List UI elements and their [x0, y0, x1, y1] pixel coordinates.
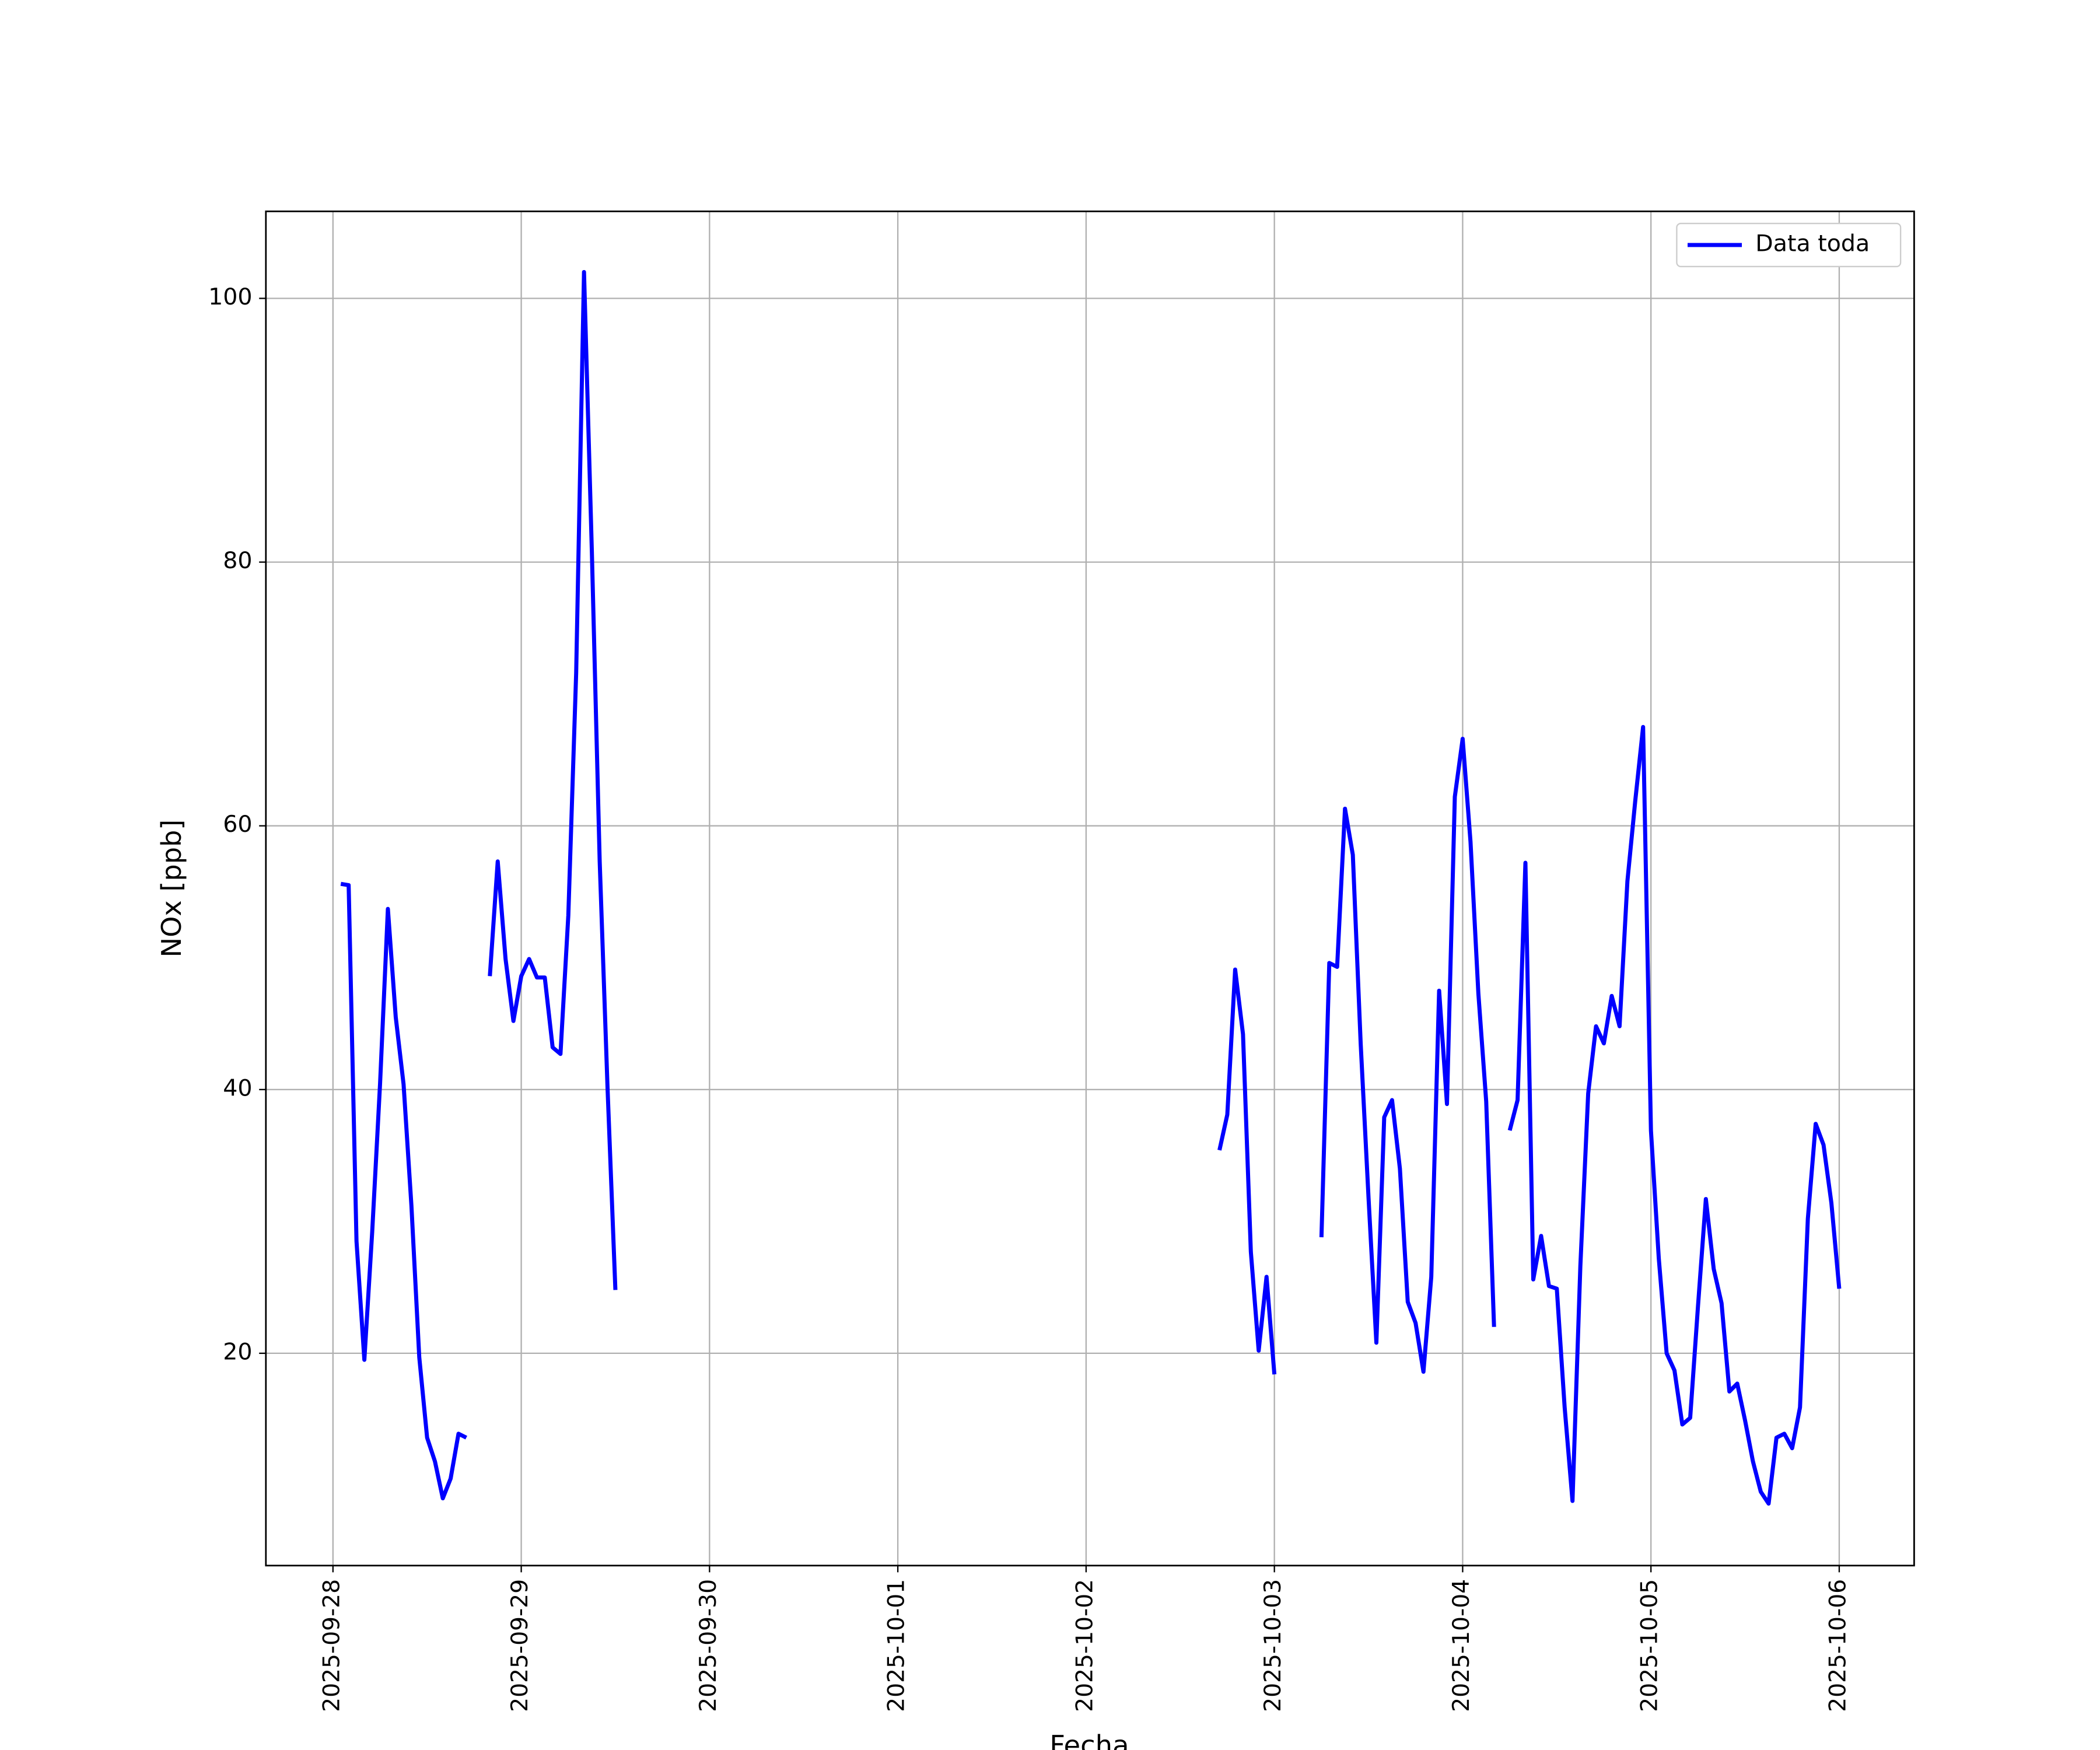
- legend-label: Data toda: [1755, 230, 1870, 257]
- y-tick-label: 20: [223, 1339, 252, 1366]
- x-tick-label: 2025-10-03: [1259, 1579, 1286, 1712]
- x-tick-label: 2025-10-05: [1636, 1579, 1663, 1712]
- x-axis-label: Fecha: [1049, 1730, 1129, 1750]
- y-tick-label: 100: [208, 284, 252, 310]
- x-tick-label: 2025-09-28: [318, 1579, 345, 1712]
- data-line: [340, 270, 1842, 1506]
- x-tick-label: 2025-10-06: [1824, 1579, 1851, 1712]
- legend-box: [1676, 222, 1902, 268]
- y-tick-label: 40: [223, 1074, 252, 1101]
- x-tick-label: 2025-09-29: [506, 1579, 533, 1712]
- axes-frame: [265, 210, 1915, 1567]
- y-axis-label: NOx [ppb]: [156, 820, 187, 958]
- x-tick-label: 2025-09-30: [695, 1579, 722, 1712]
- x-tick-label: 2025-10-04: [1448, 1579, 1475, 1712]
- x-tick-label: 2025-10-01: [883, 1579, 910, 1712]
- x-tick-label: 2025-10-02: [1071, 1579, 1098, 1712]
- y-tick-label: 60: [223, 811, 252, 838]
- y-tick-label: 80: [223, 547, 252, 574]
